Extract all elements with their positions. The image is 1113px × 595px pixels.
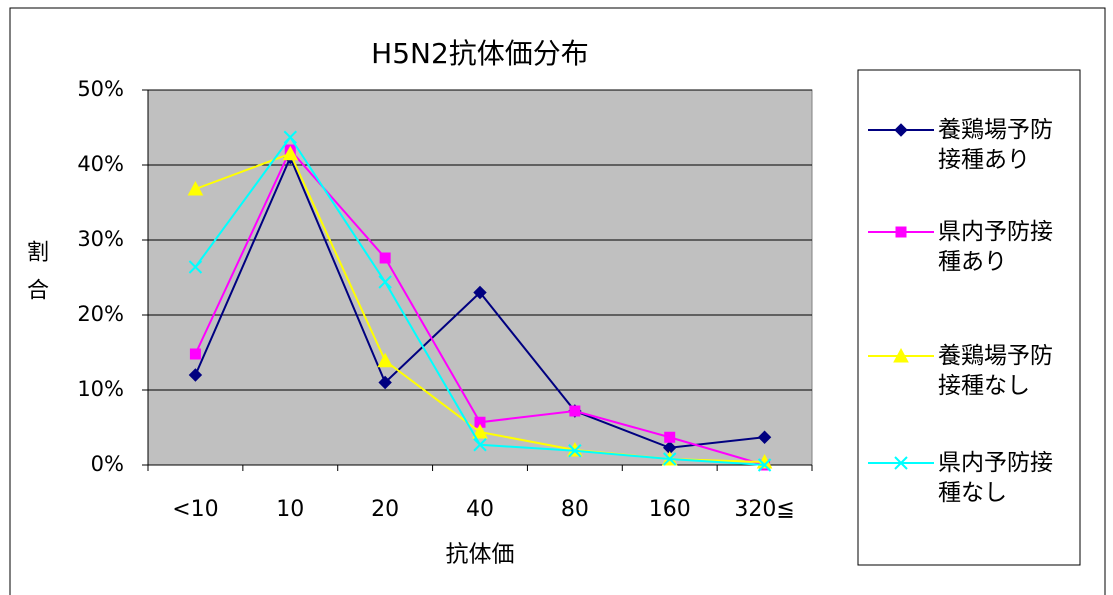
data-point	[568, 444, 582, 458]
data-point	[473, 438, 487, 452]
data-point	[473, 285, 487, 300]
legend-label: 養鶏場予防接種なし	[938, 343, 1053, 399]
legend-label: 養鶏場予防接種あり	[938, 117, 1053, 173]
data-point	[377, 352, 393, 368]
data-point	[757, 430, 772, 444]
x-tick-label: 10	[276, 497, 304, 522]
legend-marker	[895, 226, 907, 238]
data-point	[664, 431, 676, 443]
x-tick-label: 80	[561, 497, 589, 522]
y-axis-title: 割合	[23, 240, 49, 316]
x-tick-label: 20	[371, 497, 399, 522]
data-point	[757, 458, 772, 472]
data-point	[283, 130, 297, 144]
legend-marker	[893, 347, 909, 363]
data-point	[569, 405, 581, 417]
chart-title: H5N2抗体価分布	[371, 37, 589, 70]
y-tick-label: 0%	[91, 452, 124, 476]
data-point	[378, 275, 392, 289]
y-tick-label: 40%	[77, 152, 124, 176]
y-tick-label: 10%	[77, 377, 124, 401]
legend-box	[857, 69, 1081, 566]
data-point	[188, 368, 203, 382]
y-tick-label: 50%	[77, 77, 124, 101]
y-tick-label: 20%	[77, 302, 124, 326]
x-tick-label: 40	[466, 497, 494, 522]
legend-label: 県内予防接種あり	[938, 219, 1053, 275]
data-point	[189, 348, 201, 360]
data-point	[378, 375, 392, 390]
x-axis-title: 抗体価	[446, 542, 515, 568]
data-point	[282, 145, 299, 161]
legend-marker	[894, 456, 908, 470]
x-tick-label: <10	[172, 497, 218, 522]
data-point	[187, 180, 204, 196]
legend-marker	[894, 123, 908, 137]
y-tick-label: 30%	[77, 227, 124, 251]
data-point	[663, 452, 677, 466]
plot-area	[147, 89, 813, 466]
data-point	[188, 260, 203, 274]
data-point	[472, 423, 488, 439]
x-tick-label: 320≦	[734, 497, 794, 522]
legend-label: 県内予防接種なし	[938, 450, 1053, 506]
x-tick-label: 160	[649, 497, 691, 522]
data-point	[379, 252, 391, 264]
